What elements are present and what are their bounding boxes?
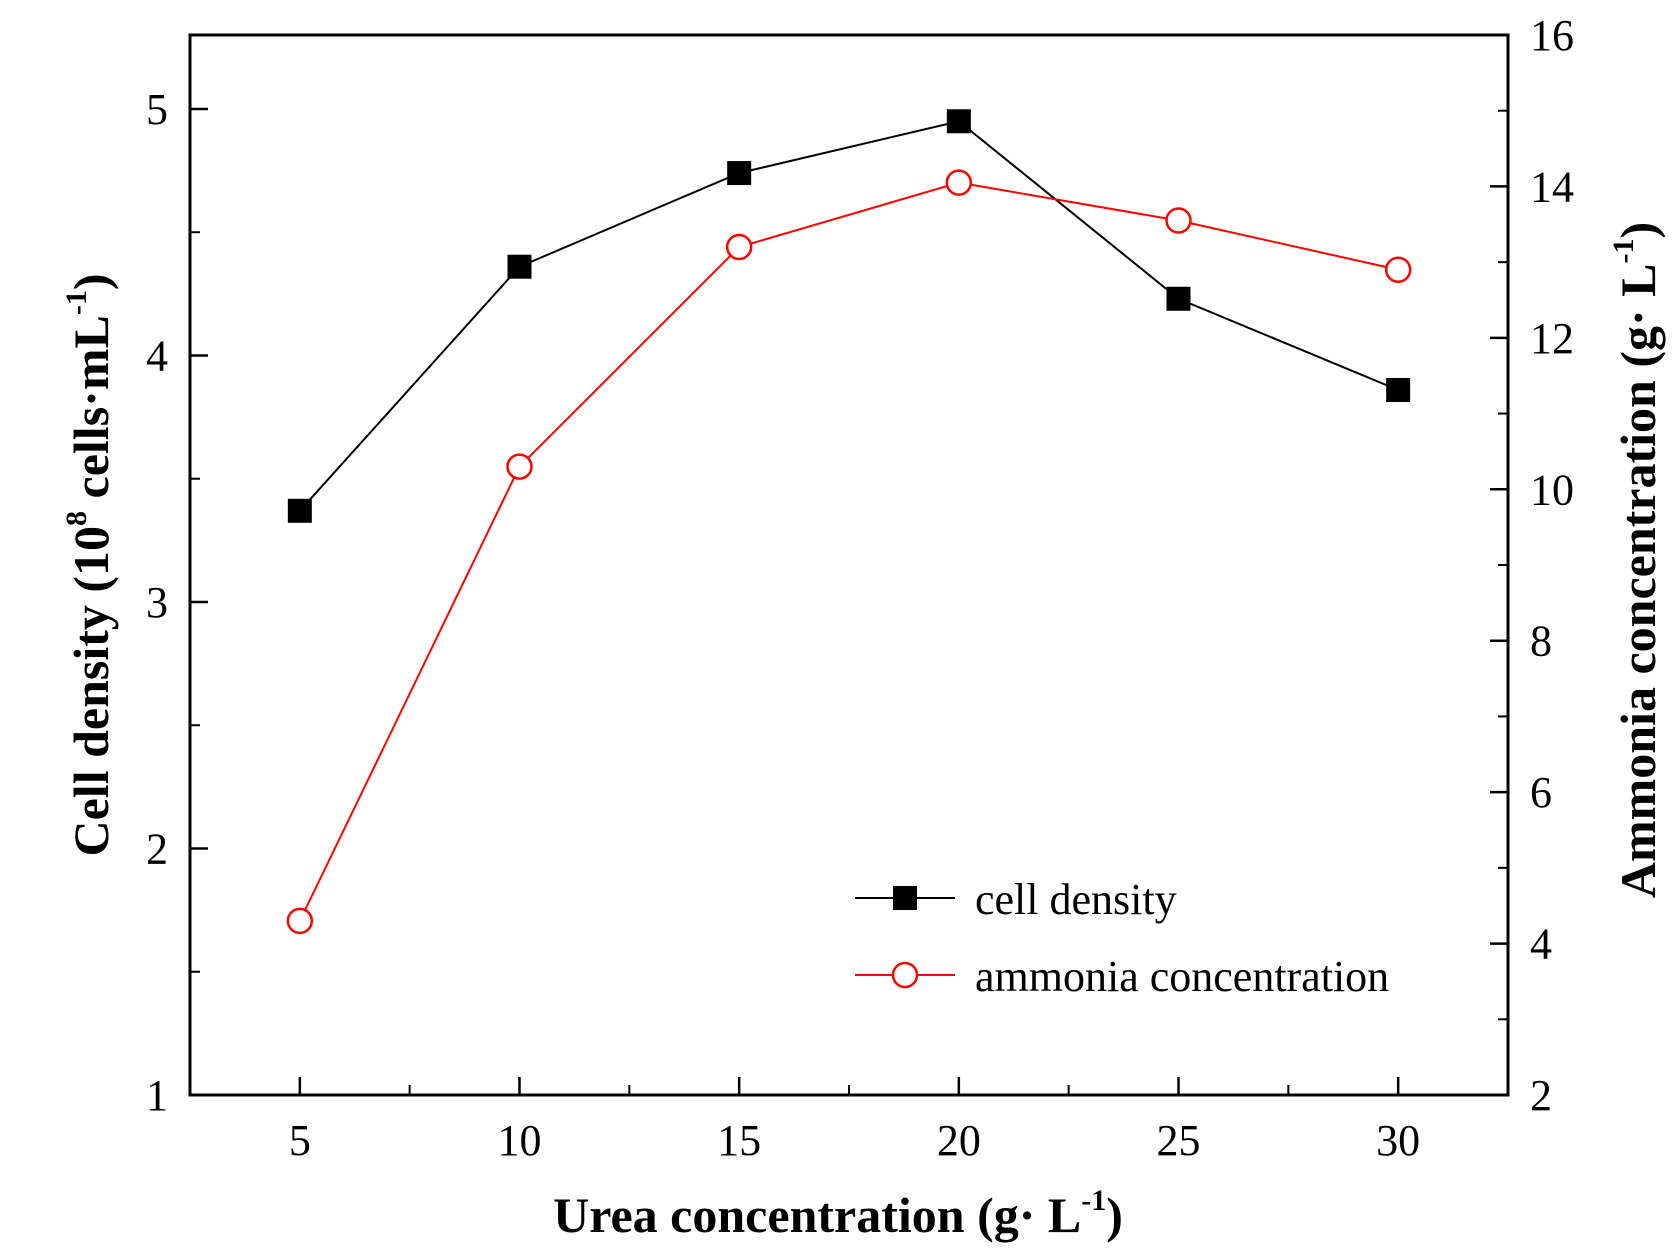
y-left-tick-label: 2 [146, 824, 168, 873]
legend: cell density ammonia concentration [855, 875, 1389, 1001]
data-point-cell-density [1386, 377, 1411, 402]
legend-label-ammonia-concentration: ammonia concentration [975, 952, 1389, 1001]
data-point-cell-density [287, 498, 312, 523]
legend-item-ammonia-concentration: ammonia concentration [855, 952, 1389, 1001]
data-point-cell-density [1166, 286, 1191, 311]
data-point-cell-density [507, 254, 532, 279]
series-lines [298, 120, 1399, 922]
data-point-ammonia-concentration [1165, 207, 1192, 234]
data-point-cell-density [727, 161, 752, 186]
y-left-tick-label: 5 [146, 85, 168, 134]
series-line-cell-density [299, 120, 1399, 512]
data-point-ammonia-concentration [506, 453, 533, 480]
data-point-ammonia-concentration [286, 907, 314, 935]
data-point-ammonia-concentration [725, 233, 753, 261]
y-right-tick-label: 16 [1530, 11, 1574, 60]
legend-label-cell-density: cell density [975, 875, 1177, 924]
plot-frame [188, 33, 1510, 1097]
x-tick-label: 15 [717, 1116, 761, 1165]
series-line-ammonia-concentration [298, 181, 1399, 922]
y-right-tick-label: 4 [1530, 920, 1552, 969]
y-left-tick-label: 3 [146, 578, 168, 627]
data-point-cell-density [946, 109, 971, 134]
y-left-tick-label: 4 [146, 331, 168, 380]
y-right-tick-label: 12 [1530, 314, 1574, 363]
y-right-axis-title: Ammonia concentration (g· L-1) [1607, 222, 1666, 898]
y-right-tick-label: 6 [1530, 768, 1552, 817]
data-point-ammonia-concentration [945, 169, 973, 196]
series-markers [286, 109, 1412, 935]
y-left-axis-title: Cell density (108 cells·mL-1) [60, 273, 119, 856]
y-left-tick-label: 1 [146, 1071, 168, 1120]
x-tick-label: 30 [1376, 1116, 1420, 1165]
x-tick-label: 10 [498, 1116, 542, 1165]
x-tick-label: 20 [937, 1116, 981, 1165]
x-tick-label: 5 [289, 1116, 311, 1165]
y-right-tick-label: 2 [1530, 1071, 1552, 1120]
y-right-tick-label: 10 [1530, 465, 1574, 514]
legend-item-cell-density: cell density [855, 875, 1177, 924]
x-tick-label: 25 [1157, 1116, 1201, 1165]
y-right-tick-label: 14 [1530, 162, 1574, 211]
y-right-tick-label: 8 [1530, 617, 1552, 666]
x-axis-title: Urea concentration (g· L-1) [553, 1184, 1123, 1243]
data-point-ammonia-concentration [1384, 256, 1412, 283]
